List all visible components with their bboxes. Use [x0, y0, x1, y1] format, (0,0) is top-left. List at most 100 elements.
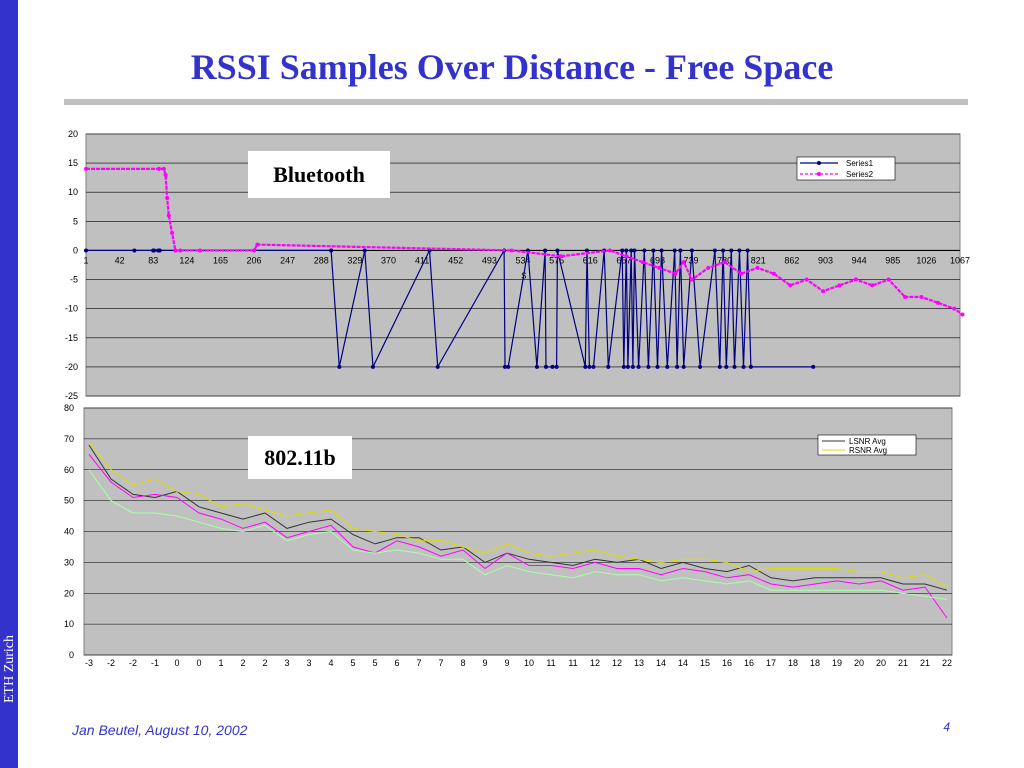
chart1-series1-point	[724, 364, 729, 369]
chart1-series1-point	[681, 364, 686, 369]
chart1-series2-point	[163, 172, 168, 177]
chart1-series2-point	[640, 260, 645, 265]
chart1-series1-point	[651, 248, 656, 253]
chart1-x-tick-label: 493	[482, 255, 497, 265]
chart1-series1-point	[157, 248, 162, 253]
chart2-series-line-1	[88, 444, 948, 591]
chart1-series1-point	[745, 248, 750, 253]
chart1-x-tick-label: 985	[885, 255, 900, 265]
chart1-series1-point	[337, 364, 342, 369]
chart1-y-tick-label: 10	[68, 187, 78, 197]
chart2-x-tick-label: 4	[328, 658, 333, 668]
chart1-y-tick-label: -15	[65, 333, 78, 343]
chart1-legend-label: Series2	[846, 170, 874, 179]
chart1-series1-point	[624, 248, 629, 253]
chart2-x-tick-label: 15	[700, 658, 710, 668]
chart2-x-tick-label: 16	[722, 658, 732, 668]
chart2-x-tick-label: 9	[482, 658, 487, 668]
chart1-series2-point	[722, 260, 727, 265]
chart2-x-tick-label: -3	[85, 658, 93, 668]
chart1-label: Bluetooth	[248, 151, 390, 198]
chart1-series1-point	[625, 364, 630, 369]
chart2-y-tick-label: 80	[64, 403, 74, 413]
chart2-x-tick-label: 14	[656, 658, 666, 668]
chart1-series2-point	[166, 213, 171, 218]
chart1-series1-point	[606, 364, 611, 369]
chart2-x-tick-label: 14	[678, 658, 688, 668]
footer-text: Jan Beutel, August 10, 2002	[72, 722, 248, 738]
chart1-series1-point	[689, 248, 694, 253]
chart1-series2-point	[706, 265, 711, 270]
chart1-series2-point	[952, 306, 957, 311]
chart1-series1-point	[620, 248, 625, 253]
chart1-x-tick-label: 534	[515, 255, 530, 265]
chart1-series1-point	[329, 248, 334, 253]
chart2-x-tick-label: 12	[612, 658, 622, 668]
chart1-series1-point	[678, 248, 683, 253]
chart1-series2-point	[739, 271, 744, 276]
chart1-x-tick-label: 698	[650, 255, 665, 265]
chart1-series1-point	[717, 364, 722, 369]
chart1-legend-marker	[817, 172, 821, 176]
chart1-x-tick-label: 1067	[950, 255, 970, 265]
chart2-x-tick-label: 5	[372, 658, 377, 668]
chart1-series1-point	[721, 248, 726, 253]
chart1-series2-point	[178, 248, 183, 253]
chart1-series2-point	[657, 265, 662, 270]
chart2-x-tick-label: 20	[876, 658, 886, 668]
chart1-series1-point	[748, 364, 753, 369]
chart1-series1-point	[675, 364, 680, 369]
chart2-label: 802.11b	[248, 436, 352, 479]
chart2-x-tick-label: 0	[174, 658, 179, 668]
chart1-series1-point	[587, 364, 592, 369]
chart1-y-tick-label: 5	[73, 216, 78, 226]
chart1-y-tick-label: -10	[65, 304, 78, 314]
chart1-x-tick-label: 821	[751, 255, 766, 265]
chart2-x-tick-label: 3	[284, 658, 289, 668]
chart2-x-tick-label: 19	[832, 658, 842, 668]
chart2-y-tick-label: 0	[69, 650, 74, 660]
chart1-series1-point	[534, 364, 539, 369]
chart1-series1-point	[659, 248, 664, 253]
chart1-series2-point	[960, 312, 965, 317]
chart1-x-tick-label: 83	[148, 255, 158, 265]
chart1-series1-point	[672, 248, 677, 253]
chart1-x-tick-label: 206	[247, 255, 262, 265]
chart1-series2-point	[886, 277, 891, 282]
chart1-series1-point	[698, 364, 703, 369]
chart1-series2-point	[673, 271, 678, 276]
chart2-x-tick-label: 11	[568, 658, 577, 668]
chart1-series2-point	[755, 265, 760, 270]
side-bar	[0, 0, 18, 768]
chart1-series2-point	[170, 230, 175, 235]
chart2-y-tick-label: 70	[64, 434, 74, 444]
chart1-x-tick-label: 903	[818, 255, 833, 265]
chart2-series-line-3	[88, 453, 948, 619]
chart2-y-tick-label: 10	[64, 619, 74, 629]
chart2-x-tick-label: 7	[438, 658, 443, 668]
chart1-x-tick-label: 616	[583, 255, 598, 265]
chart1-series2-point	[788, 283, 793, 288]
chart1-x-tick-label: 1026	[916, 255, 936, 265]
chart2-series-line-4	[88, 469, 948, 600]
chart1-series1-point	[555, 248, 560, 253]
chart1-series2-point	[173, 248, 178, 253]
chart2-x-tick-label: 18	[788, 658, 798, 668]
chart1-x-tick-label: 42	[115, 255, 125, 265]
chart1-series1-point	[554, 364, 559, 369]
chart1-series1-point	[583, 364, 588, 369]
chart1-series1-point	[636, 364, 641, 369]
chart2-x-tick-label: 1	[218, 658, 223, 668]
chart1-series1-point	[370, 364, 375, 369]
chart1-series1-point	[665, 364, 670, 369]
slide-title: RSSI Samples Over Distance - Free Space	[190, 47, 834, 87]
chart1-y-tick-label: -20	[65, 362, 78, 372]
chart2-x-tick-label: 20	[854, 658, 864, 668]
chart1-series2-point	[84, 166, 88, 171]
chart1-series1-point	[506, 364, 511, 369]
chart2-x-tick-label: 11	[546, 658, 555, 668]
chart1-series1-point	[435, 364, 440, 369]
chart1-series1-point	[584, 248, 589, 253]
chart2-y-tick-label: 40	[64, 527, 74, 537]
